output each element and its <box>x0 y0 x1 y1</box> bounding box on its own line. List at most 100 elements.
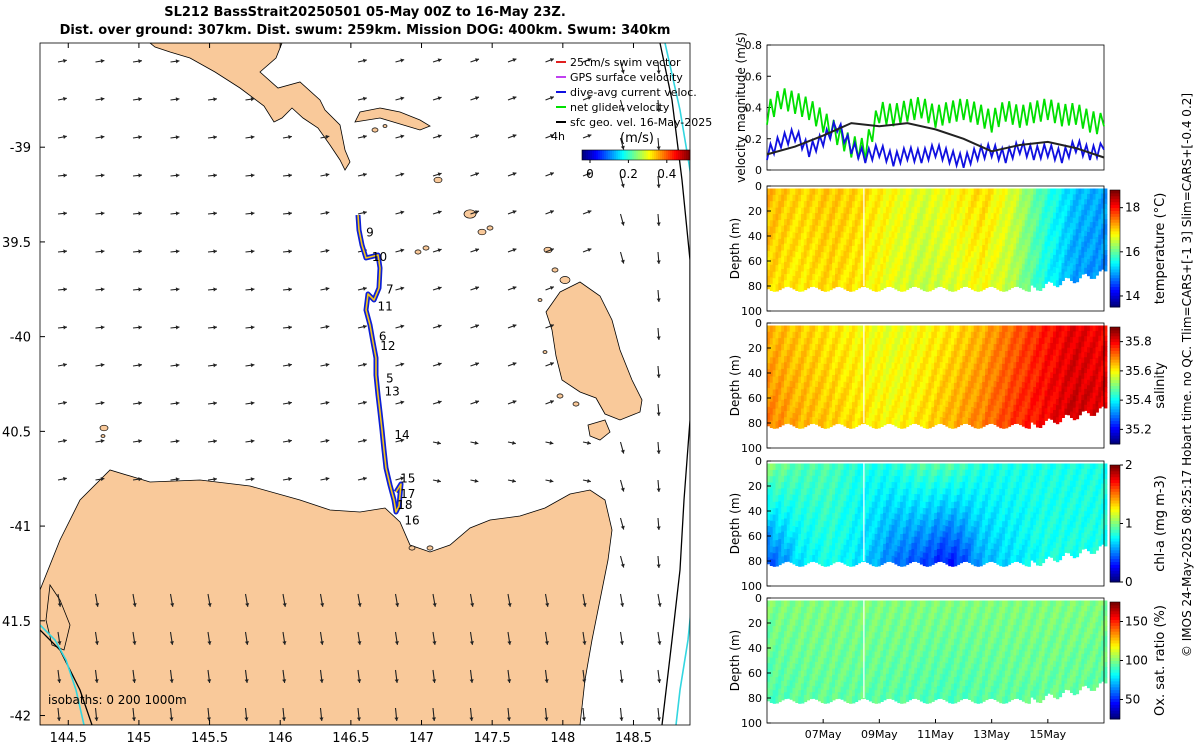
velocity-arrow <box>619 707 624 721</box>
velocity-arrow <box>507 248 517 253</box>
velocity-y-tick-label: 0 <box>755 164 762 177</box>
velocity-arrow <box>432 134 442 139</box>
island <box>463 209 477 219</box>
velocity-arrow <box>207 287 218 292</box>
velocity-arrow <box>470 440 479 445</box>
day-label-9: 9 <box>366 225 374 239</box>
salinity-y-tick-label: 40 <box>748 367 762 380</box>
velocity-arrow <box>357 631 362 645</box>
velocity-arrow <box>470 172 480 177</box>
velocity-arrow <box>395 172 405 177</box>
island <box>477 228 487 236</box>
velocity-arrow <box>95 363 105 368</box>
velocity-arrow <box>94 707 99 721</box>
velocity-arrow <box>395 58 405 63</box>
velocity-arrow <box>656 365 661 379</box>
velocity-arrow <box>470 400 480 405</box>
velocity-arrow <box>357 286 367 291</box>
velocity-arrow <box>245 363 255 368</box>
oxygen-y-tick-label: 40 <box>748 642 762 655</box>
island <box>371 127 379 133</box>
velocity-arrow <box>320 286 330 291</box>
velocity-arrow <box>395 134 405 139</box>
velocity-arrow <box>132 135 142 140</box>
velocity-arrow <box>395 210 405 215</box>
velocity-arrow <box>95 477 105 482</box>
island <box>426 545 434 551</box>
salinity-cb-tick-label: 35.4 <box>1125 393 1152 407</box>
oxygen-panel: 0 20 40 60 80 100 Depth (m) 50 100 150 Ox. sat. ra… <box>728 592 1168 741</box>
legend-label: 25cm/s swim vector <box>570 56 681 69</box>
chlorophyll-y-tick-label: 100 <box>741 580 762 593</box>
velocity-arrow <box>432 58 442 63</box>
velocity-arrow <box>507 478 516 483</box>
velocity-arrow <box>545 96 555 101</box>
velocity-arrow <box>57 476 67 481</box>
colorbar-tick-label: 0.2 <box>619 167 638 181</box>
velocity-arrow <box>469 707 474 721</box>
velocity-arrow <box>507 210 517 215</box>
velocity-arrow <box>394 707 399 721</box>
oxygen-y-tick-label: 80 <box>748 692 762 705</box>
salinity-colorbar <box>1109 326 1121 445</box>
velocity-arrow <box>507 362 517 367</box>
velocity-arrow <box>170 97 180 102</box>
velocity-arrow <box>619 251 625 264</box>
velocity-arrow <box>470 210 480 215</box>
velocity-arrow <box>507 324 517 329</box>
velocity-arrow <box>282 173 293 178</box>
island <box>414 249 422 255</box>
legend-label: GPS surface velocity <box>570 71 683 84</box>
velocity-arrow <box>95 59 105 64</box>
land-victoria-east <box>354 107 431 131</box>
velocity-arrow <box>545 324 555 329</box>
velocity-arrow <box>132 173 143 178</box>
map-x-tick-label: 147 <box>409 731 434 746</box>
velocity-arrow <box>207 211 218 216</box>
velocity-arrow <box>57 362 67 367</box>
velocity-arrow <box>320 324 330 329</box>
velocity-arrow <box>395 324 405 329</box>
velocity-arrow <box>619 593 625 607</box>
velocity-arrow <box>507 58 517 63</box>
velocity-arrow <box>432 286 442 291</box>
velocity-arrow <box>169 593 175 607</box>
legend-item: net glider velocity <box>556 101 670 114</box>
chlorophyll-y-tick-label: 80 <box>748 555 762 568</box>
velocity-arrow <box>245 287 255 292</box>
land-king-island <box>45 583 71 651</box>
velocity-arrow <box>544 593 550 607</box>
velocity-arrow <box>432 210 442 215</box>
velocity-arrow <box>545 362 555 367</box>
velocity-arrow <box>57 287 68 292</box>
copyright-side-label: © IMOS 24-May-2025 08:25:17 Hobart time.… <box>1180 92 1194 658</box>
time-x-tick-label: 13May <box>973 728 1010 741</box>
velocity-arrow <box>320 362 330 367</box>
velocity-arrow <box>319 707 324 721</box>
velocity-arrow <box>582 172 592 177</box>
chart-title-line2: Dist. over ground: 307km. Dist. swum: 25… <box>59 23 671 38</box>
velocity-arrow <box>656 61 661 75</box>
oxygen-y-tick-label: 0 <box>755 592 762 605</box>
velocity-arrow <box>582 440 591 445</box>
velocity-arrow <box>357 438 367 443</box>
velocity-arrow <box>657 593 662 607</box>
map-ticks: 144.5 145 145.5 146 146.5 147 147.5 148 148.5-39… <box>2 43 652 746</box>
velocity-arrow <box>320 210 330 215</box>
velocity-arrow <box>357 172 367 177</box>
velocity-arrow <box>207 173 218 178</box>
map-frame <box>39 42 691 726</box>
velocity-arrow <box>431 707 436 721</box>
velocity-arrow <box>207 249 218 254</box>
colorbar-tick-label: 0 <box>586 167 594 181</box>
day-label-10: 10 <box>372 250 387 264</box>
velocity-arrow <box>207 477 217 482</box>
velocity-arrow <box>94 593 100 607</box>
map-x-tick-label: 148 <box>550 731 575 746</box>
day-label-14: 14 <box>394 428 409 442</box>
map-y-tick-label: 40.5 <box>2 425 31 440</box>
salinity-cb-tick-label: 35.2 <box>1125 422 1152 436</box>
day-label-7: 7 <box>386 282 394 296</box>
velocity-arrow <box>132 593 137 607</box>
